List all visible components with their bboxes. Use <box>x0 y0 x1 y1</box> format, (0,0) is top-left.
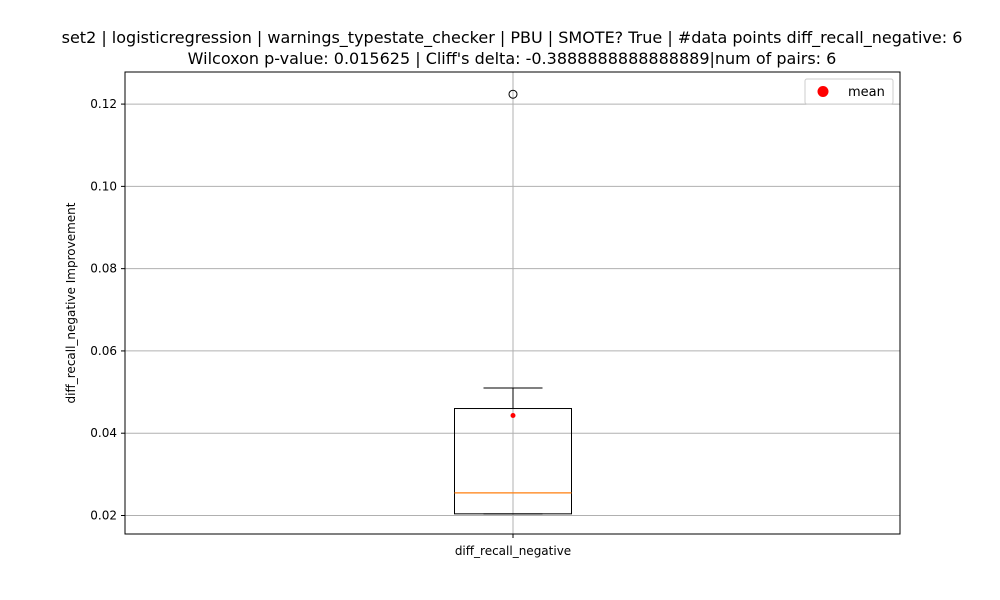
legend-mean-marker <box>817 86 829 97</box>
y-tick-label: 0.04 <box>90 426 117 440</box>
y-tick-label: 0.12 <box>90 97 117 111</box>
plot-area <box>454 89 572 515</box>
legend-mean-label: mean <box>848 85 885 100</box>
y-tick-label: 0.10 <box>90 179 117 193</box>
outlier-point <box>508 89 518 99</box>
box-iqr <box>454 408 572 515</box>
y-tick-label: 0.02 <box>90 508 117 522</box>
chart-title-line-2: Wilcoxon p-value: 0.015625 | Cliff's del… <box>188 49 837 68</box>
legend-box <box>804 78 894 105</box>
y-tick-label: 0.06 <box>90 344 117 358</box>
y-axis-label: diff_recall_negative Improvement <box>64 202 78 403</box>
mean-point <box>510 413 516 419</box>
grid-lines <box>125 72 900 534</box>
x-tick-label: diff_recall_negative <box>455 544 571 558</box>
legend: mean <box>804 78 894 105</box>
chart-title-line-1: set2 | logisticregression | warnings_typ… <box>62 28 963 48</box>
y-tick-label: 0.08 <box>90 262 117 276</box>
axes: 0.02 0.04 0.06 0.08 0.10 0.12 diff_recall_nega… <box>90 97 571 558</box>
